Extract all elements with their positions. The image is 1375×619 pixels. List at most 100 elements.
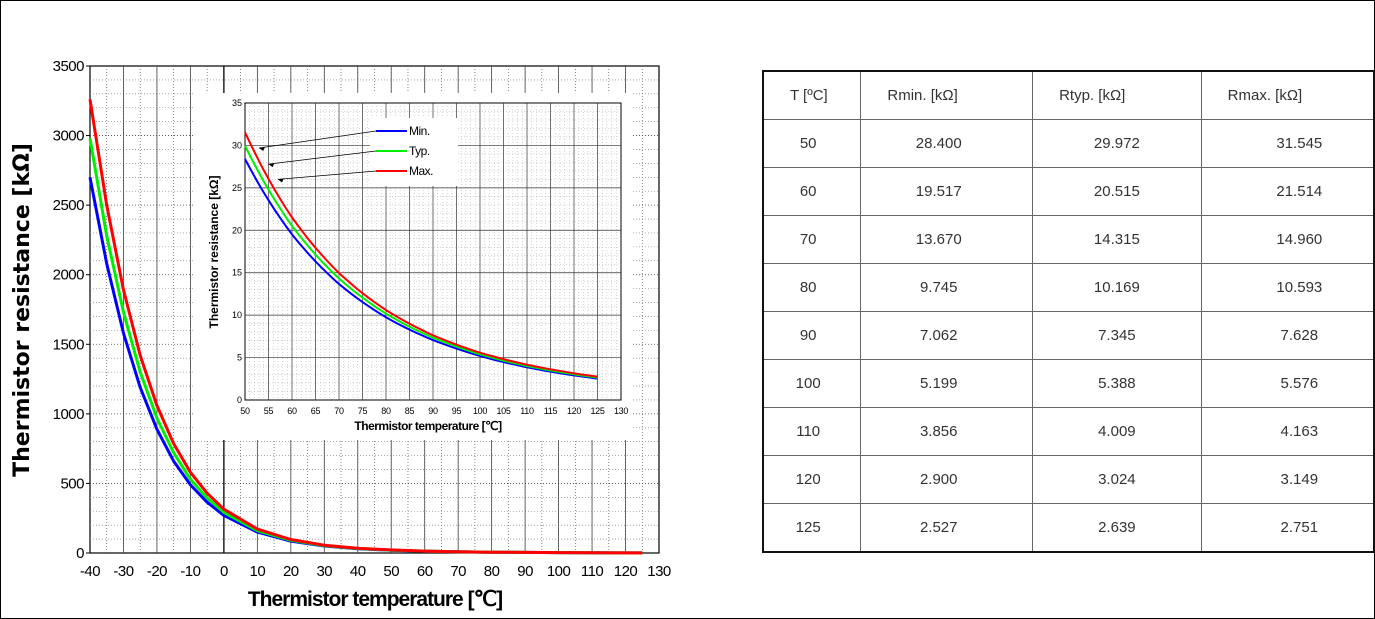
header-rmin: Rmin. [kΩ] [860,70,1034,120]
table-cell: 2.527 [860,503,1034,553]
table-cell: 2.751 [1200,503,1375,553]
main-x-tick-label: -30 [113,563,133,580]
table-cell: 70 [762,215,862,264]
table-cell: 80 [762,263,862,312]
main-y-tick-label: 2500 [53,197,85,214]
legend-pointer-arrowhead [268,163,275,168]
inset-x-tick-label: 110 [520,406,534,416]
table-cell: 7.628 [1200,311,1375,360]
table-cell: 28.400 [860,119,1034,168]
table-row: 80 9.745 10.169 10.593 [762,263,1375,312]
inset-series-line-max [244,131,598,378]
table-row: 90 7.062 7.345 7.628 [762,311,1375,360]
inset-x-tick-label: 105 [496,406,510,416]
table-cell: 5.388 [1032,359,1202,408]
main-y-tick-label: 500 [60,475,84,492]
table-cell: 4.009 [1032,407,1202,456]
legend-label: Max. [409,164,433,178]
resistance-table-container: T [ºC] Rmin. [kΩ] Rtyp. [kΩ] Rmax. [kΩ] … [762,70,1375,553]
inset-y-tick-label: 35 [232,98,242,108]
table-row: 110 3.856 4.009 4.163 [762,407,1375,456]
legend-pointer-arrowhead [277,178,284,183]
main-x-tick-label: 100 [547,563,571,580]
inset-x-tick-label: 115 [544,406,558,416]
table-cell: 10.593 [1200,263,1375,312]
table-row: 50 28.400 29.972 31.545 [762,119,1375,168]
inset-x-tick-label: 60 [287,406,297,416]
table-cell: 3.856 [860,407,1034,456]
main-x-tick-label: 50 [383,563,399,580]
table-cell: 4.163 [1200,407,1375,456]
table-cell: 14.960 [1200,215,1375,264]
main-x-tick-label: 10 [250,563,266,580]
inset-y-tick-label: 25 [232,183,242,193]
main-y-tick-label: 1500 [53,336,85,353]
main-x-tick-label: 40 [350,563,366,580]
inset-x-tick-label: 95 [452,406,462,416]
table-cell: 10.169 [1032,263,1202,312]
inset-x-tick-label: 50 [240,406,250,416]
header-temperature: T [ºC] [762,70,862,120]
table-cell: 9.745 [860,263,1034,312]
main-x-tick-label: 20 [283,563,299,580]
main-y-tick-label: 3000 [53,128,85,145]
table-row: 120 2.900 3.024 3.149 [762,455,1375,504]
inset-x-tick-label: 70 [334,406,344,416]
legend-pointer-line [277,170,377,180]
table-cell: 125 [762,503,862,553]
inset-x-tick-label: 65 [311,406,321,416]
inset-y-tick-label: 5 [237,353,242,363]
inset-y-tick-label: 30 [232,140,242,150]
legend-pointer-line [259,130,377,149]
header-rtyp: Rtyp. [kΩ] [1032,70,1202,120]
table-row: 125 2.527 2.639 2.751 [762,503,1375,553]
inset-legend: Min. Typ. Max. [259,118,458,186]
table-cell: 110 [762,407,862,456]
main-x-tick-label: -20 [147,563,167,580]
inset-y-tick-label: 0 [237,395,242,405]
inset-y-tick-label: 15 [232,268,242,278]
table-row: 100 5.199 5.388 5.576 [762,359,1375,408]
main-x-tick-label: -40 [80,563,100,580]
main-y-tick-label: 0 [76,545,84,562]
inset-series-line-typ [244,145,598,379]
main-x-axis-label: Thermistor temperature [℃] [248,588,502,611]
table-cell: 20.515 [1032,167,1202,216]
main-x-tick-label: 0 [220,563,228,580]
legend-label: Min. [409,124,430,138]
inset-x-tick-label: 100 [473,406,487,416]
main-y-axis-label: Thermistor resistance [kΩ] [10,143,35,477]
table-cell: 7.062 [860,311,1034,360]
main-y-tick-label: 3500 [53,58,85,75]
inset-x-tick-label: 90 [428,406,438,416]
table-cell: 2.900 [860,455,1034,504]
legend-pointer-arrowhead [259,146,266,151]
table-cell: 100 [762,359,862,408]
header-rmax: Rmax. [kΩ] [1200,70,1375,120]
main-y-tick-label: 1000 [53,406,85,423]
main-x-tick-label: 130 [647,563,671,580]
table-body: 50 28.400 29.972 31.545 60 19.517 20.515 21.514… [762,119,1375,553]
table-cell: 29.972 [1032,119,1202,168]
inset-x-tick-label: 120 [567,406,581,416]
inset-x-axis-label: Thermistor temperature [℃] [354,419,502,433]
inset-y-tick-label: 20 [232,225,242,235]
table-cell: 19.517 [860,167,1034,216]
main-x-tick-label: 110 [581,563,604,580]
main-x-tick-label: -10 [180,563,200,580]
inset-x-tick-label: 80 [381,406,391,416]
table-cell: 5.576 [1200,359,1375,408]
legend-label: Typ. [409,144,430,158]
inset-x-tick-label: 125 [590,406,604,416]
table-cell: 5.199 [860,359,1034,408]
inset-series-line-min [244,158,598,380]
inset-y-axis-label: Thermistor resistance [kΩ] [207,175,221,328]
resistance-table: T [ºC] Rmin. [kΩ] Rtyp. [kΩ] Rmax. [kΩ] … [762,70,1375,553]
inset-x-tick-label: 130 [614,406,628,416]
inset-x-tick-label: 85 [405,406,415,416]
legend-pointer-line [268,150,377,165]
table-cell: 7.345 [1032,311,1202,360]
inset-chart: 0 5 10 15 20 25 30 35 50 55 60 65 70 75 80 85 90 95 100 105… [193,93,631,440]
main-x-tick-label: 90 [517,563,533,580]
